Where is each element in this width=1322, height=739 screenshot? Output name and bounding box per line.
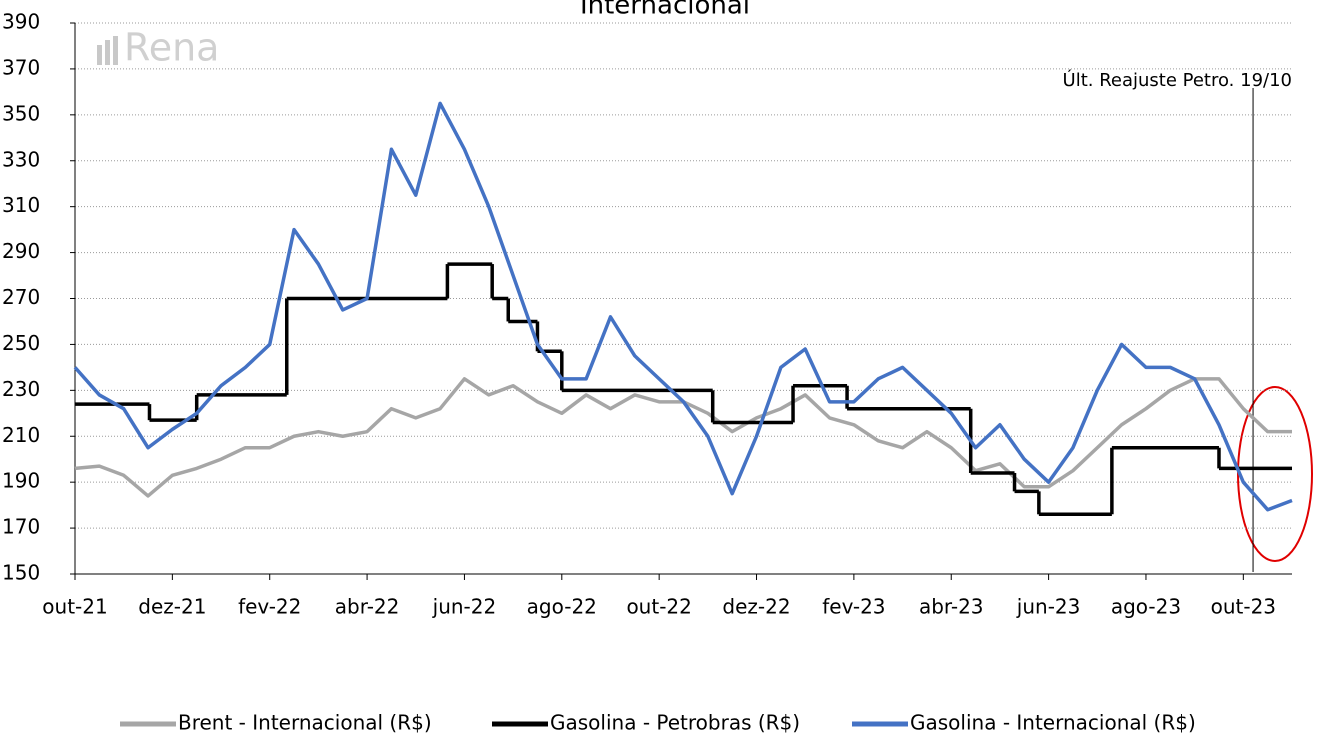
y-tick-label: 290 xyxy=(2,239,40,263)
x-tick-label: abr-22 xyxy=(335,595,400,619)
x-tick-label: fev-23 xyxy=(822,595,885,619)
chart-title: Internacional xyxy=(580,0,750,21)
x-tick-label: jun-23 xyxy=(1016,595,1081,619)
logo-bar xyxy=(105,40,110,65)
x-tick-label: fev-22 xyxy=(238,595,301,619)
watermark: Rena xyxy=(124,26,219,70)
y-tick-label: 190 xyxy=(2,469,40,493)
y-tick-label: 150 xyxy=(2,561,40,585)
legend-label: Gasolina - Petrobras (R$) xyxy=(550,711,800,735)
y-tick-label: 170 xyxy=(2,515,40,539)
x-tick-label: dez-22 xyxy=(722,595,790,619)
legend-label: Gasolina - Internacional (R$) xyxy=(910,711,1196,735)
y-tick-label: 210 xyxy=(2,423,40,447)
y-tick-label: 330 xyxy=(2,147,40,171)
x-tick-label: out-23 xyxy=(1211,595,1276,619)
y-tick-label: 390 xyxy=(2,10,40,34)
x-tick-label: jun-22 xyxy=(432,595,497,619)
y-tick-label: 350 xyxy=(2,101,40,125)
logo-bar xyxy=(97,45,102,65)
y-tick-label: 370 xyxy=(2,55,40,79)
annotation-text: Últ. Reajuste Petro. 19/10 xyxy=(1063,69,1292,91)
y-tick-label: 230 xyxy=(2,377,40,401)
x-tick-label: out-21 xyxy=(42,595,107,619)
logo-bar xyxy=(113,36,118,65)
series-line xyxy=(73,101,1293,512)
watermark-logo xyxy=(97,36,118,65)
x-tick-label: dez-21 xyxy=(138,595,206,619)
y-tick-label: 250 xyxy=(2,331,40,355)
y-tick-label: 310 xyxy=(2,193,40,217)
x-tick-label: abr-23 xyxy=(919,595,984,619)
x-tick-label: ago-22 xyxy=(527,595,597,619)
x-tick-label: ago-23 xyxy=(1111,595,1181,619)
x-tick-label: out-22 xyxy=(626,595,691,619)
y-tick-label: 270 xyxy=(2,285,40,309)
legend-label: Brent - Internacional (R$) xyxy=(178,711,432,735)
